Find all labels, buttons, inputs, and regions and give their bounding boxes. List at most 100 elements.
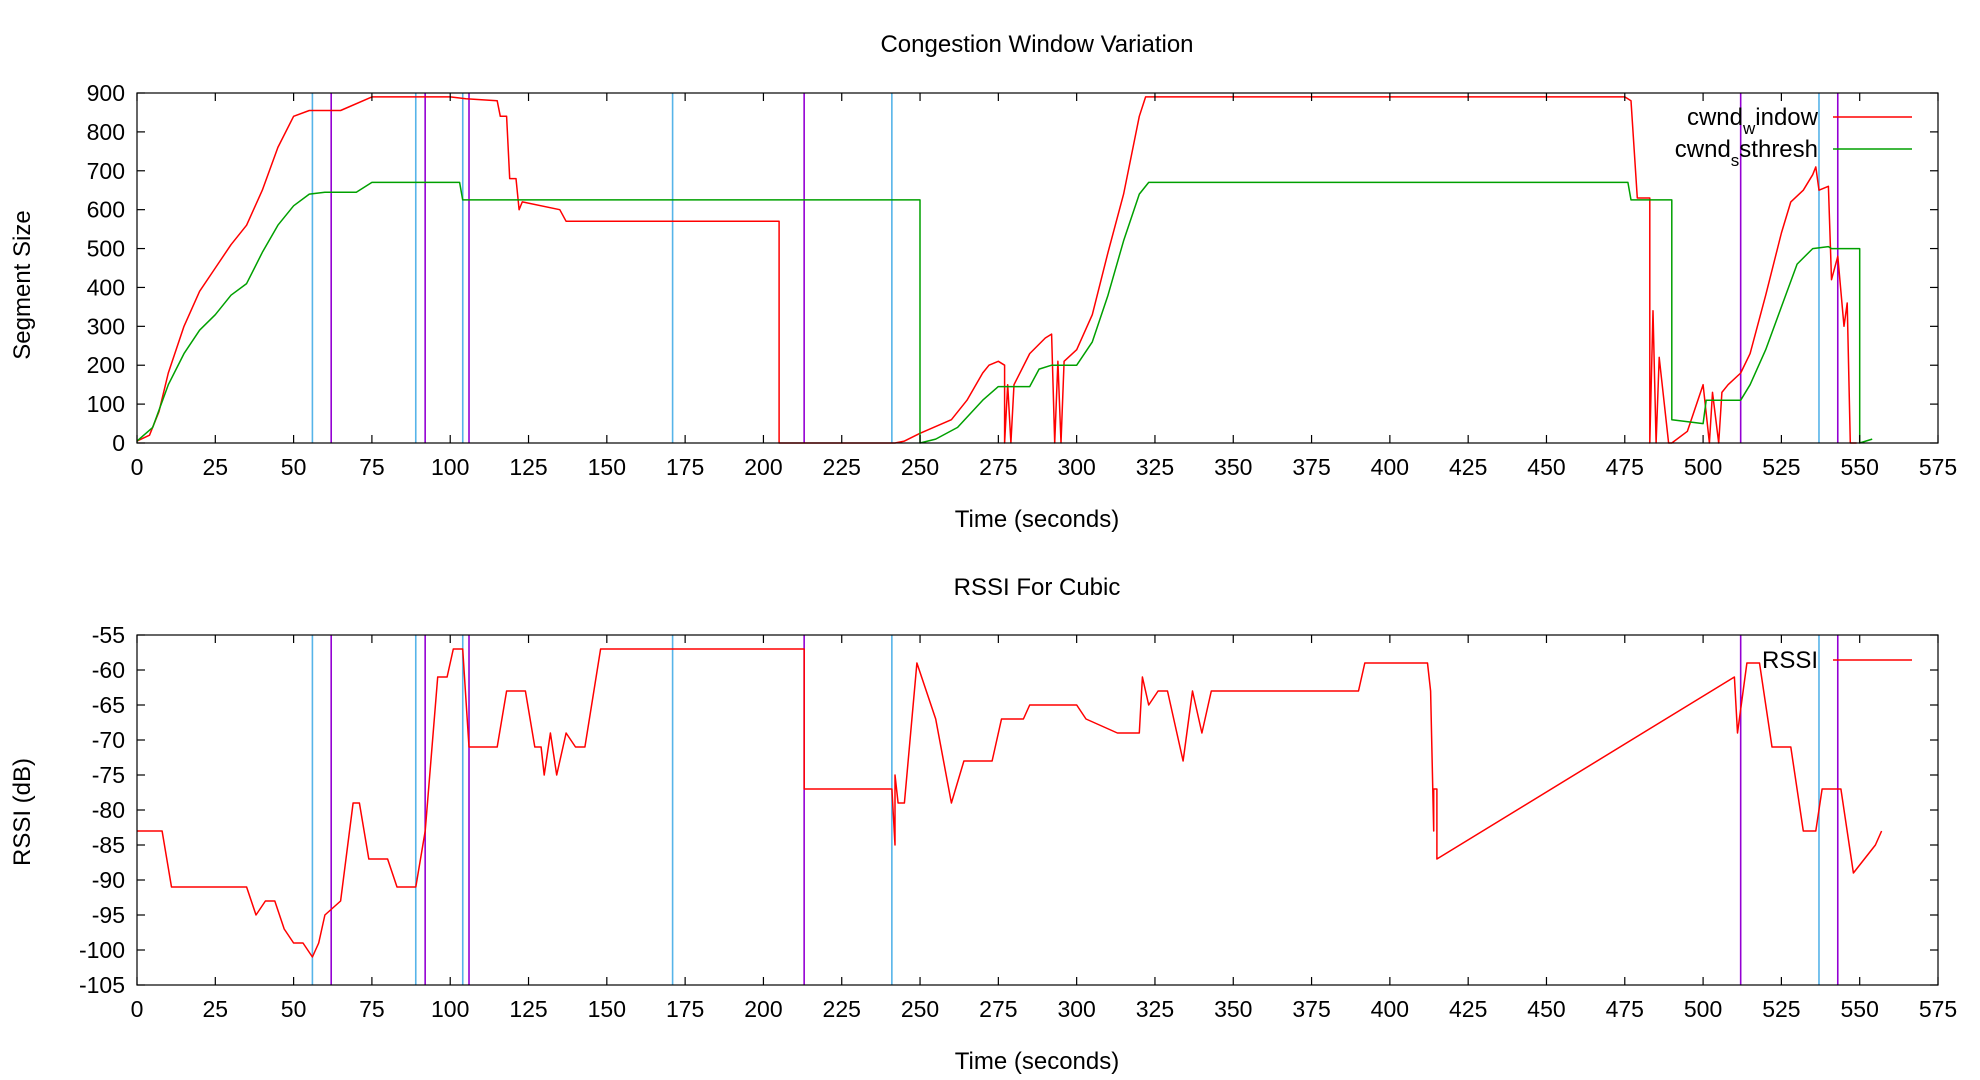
- rssi-chart-xlabel: Time (seconds): [955, 1048, 1119, 1075]
- y-tick-label: 500: [87, 236, 125, 262]
- y-tick-label: 0: [112, 430, 125, 456]
- x-tick-label: 275: [979, 454, 1017, 480]
- y-tick-label: -100: [79, 937, 125, 963]
- event-markers: [311, 93, 1839, 443]
- x-tick-label: 400: [1371, 996, 1409, 1022]
- x-tick-label: 100: [431, 996, 469, 1022]
- y-tick-label: -95: [92, 902, 125, 928]
- x-tick-label: 425: [1449, 996, 1487, 1022]
- x-tick-label: 325: [1136, 996, 1174, 1022]
- legend-cwnd-ssthresh-label: cwndssthresh: [1675, 136, 1818, 170]
- x-tick-label: 375: [1292, 454, 1330, 480]
- legend-cwnd-ssthresh-sub: s: [1731, 151, 1740, 170]
- x-tick-label: 150: [588, 454, 626, 480]
- x-tick-label: 450: [1527, 454, 1565, 480]
- y-tick-label: -75: [92, 762, 125, 788]
- x-tick-label: 125: [509, 996, 547, 1022]
- x-tick-label: 475: [1606, 996, 1644, 1022]
- x-tick-label: 500: [1684, 996, 1722, 1022]
- y-tick-label: 900: [87, 80, 125, 106]
- x-tick-label: 275: [979, 996, 1017, 1022]
- x-tick-label: 25: [203, 996, 229, 1022]
- x-tick-label: 250: [901, 996, 939, 1022]
- x-tick-label: 175: [666, 454, 704, 480]
- legend-cwnd-window-sub: w: [1742, 119, 1756, 138]
- x-tick-label: 75: [359, 996, 385, 1022]
- y-tick-label: -90: [92, 867, 125, 893]
- legend-cwnd-ssthresh-rest: sthresh: [1739, 136, 1818, 163]
- y-tick-label: -70: [92, 727, 125, 753]
- y-tick-label: -55: [92, 622, 125, 648]
- x-tick-label: 550: [1841, 996, 1879, 1022]
- series-lines: [137, 648, 1883, 958]
- cwnd-chart-xlabel: Time (seconds): [955, 506, 1119, 533]
- legend-rssi-label: RSSI: [1762, 647, 1818, 674]
- y-tick-label: 200: [87, 352, 125, 378]
- y-tick-label: 700: [87, 158, 125, 184]
- x-tick-label: 425: [1449, 454, 1487, 480]
- y-tick-label: 300: [87, 313, 125, 339]
- cwnd-legend: cwndwindow cwndssthresh: [1675, 104, 1912, 170]
- cwnd-chart: Congestion Window Variation Time (second…: [9, 31, 1957, 533]
- legend-cwnd-window-rest: indow: [1755, 104, 1818, 131]
- event-markers: [311, 635, 1839, 985]
- rssi-chart: RSSI For Cubic Time (seconds) RSSI (dB) …: [9, 574, 1957, 1075]
- x-tick-label: 325: [1136, 454, 1174, 480]
- x-tick-label: 350: [1214, 996, 1252, 1022]
- x-tick-label: 50: [281, 996, 307, 1022]
- rssi-plot-frame: [136, 634, 1939, 986]
- y-tick-label: -85: [92, 832, 125, 858]
- y-tick-label: 400: [87, 274, 125, 300]
- x-tick-label: 125: [509, 454, 547, 480]
- x-tick-label: 225: [823, 454, 861, 480]
- x-tick-label: 25: [203, 454, 229, 480]
- series-lines: [136, 96, 1873, 444]
- x-tick-label: 575: [1919, 996, 1957, 1022]
- x-tick-label: 100: [431, 454, 469, 480]
- x-tick-label: 300: [1057, 996, 1095, 1022]
- cwnd-ssthresh-line: [136, 181, 1873, 444]
- y-tick-label: 600: [87, 197, 125, 223]
- axis-ticks: 0 25 50 75 100 125 150 175 200 225 250 275 300 325 350…: [79, 622, 1957, 1022]
- x-tick-label: 250: [901, 454, 939, 480]
- rssi-chart-title: RSSI For Cubic: [954, 574, 1121, 601]
- axis-ticks: 0 25 50 75 100 125 150 175 200 225 250 275 300 325 350…: [87, 80, 1958, 480]
- rssi-legend: RSSI: [1762, 647, 1912, 674]
- x-tick-label: 200: [744, 454, 782, 480]
- x-tick-label: 575: [1919, 454, 1957, 480]
- cwnd-chart-ylabel: Segment Size: [9, 210, 36, 359]
- x-tick-label: 525: [1762, 454, 1800, 480]
- x-tick-label: 350: [1214, 454, 1252, 480]
- x-tick-label: 300: [1057, 454, 1095, 480]
- cwnd-window-line: [136, 96, 1857, 444]
- x-tick-label: 450: [1527, 996, 1565, 1022]
- x-tick-label: 50: [281, 454, 307, 480]
- x-tick-label: 500: [1684, 454, 1722, 480]
- x-tick-label: 200: [744, 996, 782, 1022]
- x-tick-label: 175: [666, 996, 704, 1022]
- x-tick-label: 525: [1762, 996, 1800, 1022]
- legend-cwnd-ssthresh-base: cwnd: [1675, 136, 1731, 163]
- x-tick-label: 400: [1371, 454, 1409, 480]
- rssi-chart-ylabel: RSSI (dB): [9, 758, 36, 866]
- y-tick-label: -65: [92, 692, 125, 718]
- y-tick-label: 800: [87, 119, 125, 145]
- legend-cwnd-window-label: cwndwindow: [1687, 104, 1819, 138]
- legend-cwnd-window-base: cwnd: [1687, 104, 1743, 131]
- x-tick-label: 75: [359, 454, 385, 480]
- x-tick-label: 150: [588, 996, 626, 1022]
- x-tick-label: 0: [131, 996, 144, 1022]
- y-tick-label: -60: [92, 657, 125, 683]
- rssi-line: [137, 648, 1883, 958]
- x-tick-label: 550: [1841, 454, 1879, 480]
- x-tick-label: 475: [1606, 454, 1644, 480]
- x-tick-label: 225: [823, 996, 861, 1022]
- cwnd-plot-frame: [136, 92, 1939, 444]
- x-tick-label: 375: [1292, 996, 1330, 1022]
- y-tick-label: -105: [79, 972, 125, 998]
- y-tick-label: 100: [87, 391, 125, 417]
- cwnd-chart-title: Congestion Window Variation: [880, 31, 1193, 58]
- x-tick-label: 0: [131, 454, 144, 480]
- y-tick-label: -80: [92, 797, 125, 823]
